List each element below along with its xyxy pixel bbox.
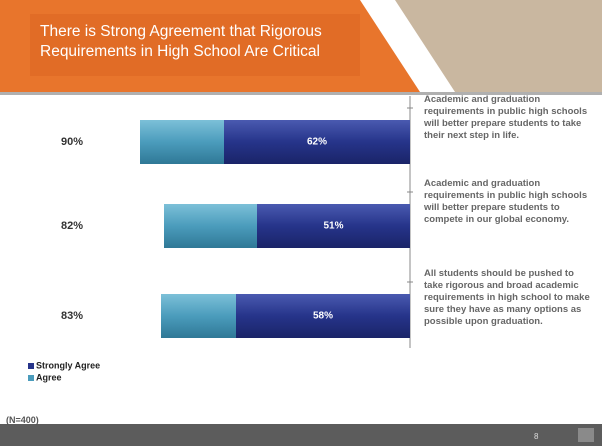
bar-segment bbox=[164, 204, 257, 248]
bar-segment bbox=[224, 120, 410, 164]
bar-segment bbox=[257, 204, 410, 248]
value-label: 62% bbox=[307, 137, 327, 148]
value-label: 58% bbox=[313, 311, 333, 322]
bar-segment bbox=[161, 294, 236, 338]
bar-segment bbox=[236, 294, 410, 338]
legend-swatch bbox=[28, 375, 34, 381]
page-number: 8 bbox=[534, 432, 539, 441]
footer-icon bbox=[578, 428, 594, 442]
total-label: 82% bbox=[61, 220, 83, 232]
value-label: 51% bbox=[323, 221, 343, 232]
legend-swatch bbox=[28, 363, 34, 369]
category-label: Academic and graduation requirements in … bbox=[424, 94, 588, 141]
bar-segment bbox=[140, 120, 224, 164]
chart-title: There is Strong Agreement that Rigorous … bbox=[40, 23, 322, 60]
title-box bbox=[30, 14, 360, 76]
total-label: 83% bbox=[61, 310, 83, 322]
header-stripe bbox=[360, 0, 455, 92]
header-rule bbox=[0, 92, 602, 95]
sample-note: (N=400) bbox=[6, 415, 39, 425]
legend-label: Agree bbox=[36, 372, 62, 382]
category-label: Academic and graduation requirements in … bbox=[424, 178, 588, 225]
footer-band bbox=[0, 424, 602, 446]
total-label: 90% bbox=[61, 136, 83, 148]
category-label: All students should be pushed to take ri… bbox=[424, 268, 590, 327]
legend-label: Strongly Agree bbox=[36, 360, 100, 370]
